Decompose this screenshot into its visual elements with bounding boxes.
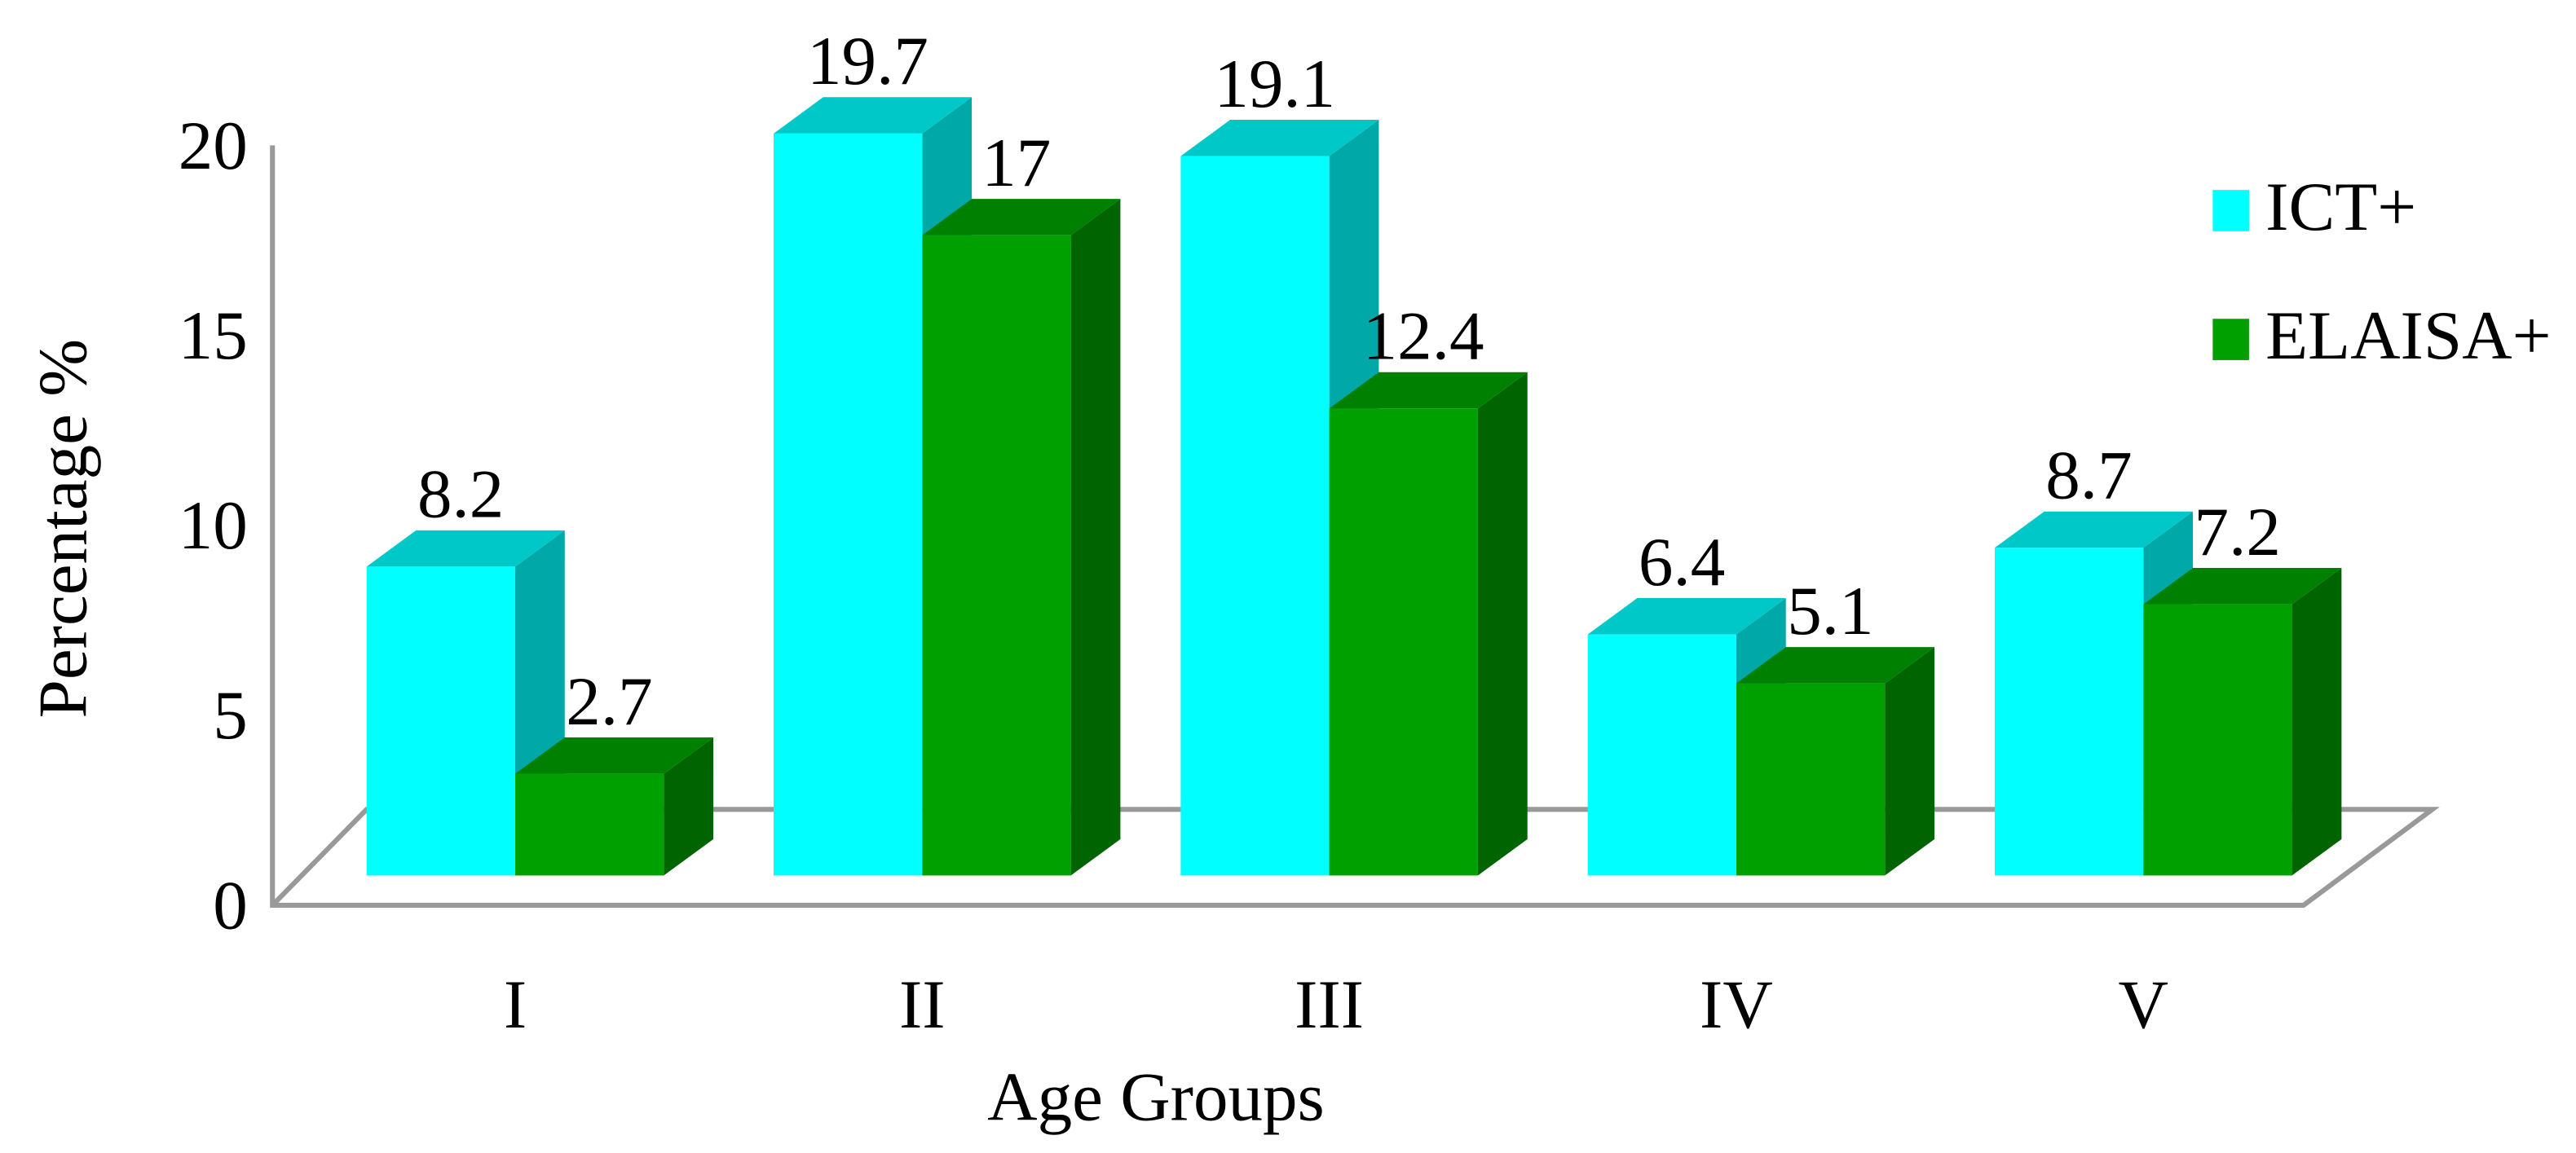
data-label: 6.4 — [1639, 524, 1725, 601]
bar-elaisa-pos-III — [1329, 372, 1528, 876]
bars: 8.2 2.7 19.7 17 19.1 12.4 6.4 5.1 8.7 7.2 — [366, 23, 2342, 876]
bar-elaisa-pos-I — [515, 737, 714, 876]
bar-top — [366, 530, 565, 567]
bar-front — [1587, 634, 1736, 876]
bar-front — [1329, 408, 1478, 876]
bar-top — [1329, 372, 1528, 409]
y-tick-label: 0 — [213, 867, 248, 944]
data-label: 5.1 — [1787, 573, 1873, 649]
y-axis-ticks: 0 5 10 15 20 — [179, 108, 248, 944]
x-tick-label: II — [899, 966, 946, 1043]
y-tick-label: 10 — [179, 487, 248, 564]
bar-elaisa-pos-IV — [1736, 647, 1935, 876]
data-label: 19.7 — [807, 23, 929, 99]
bar-side — [2291, 568, 2342, 876]
bar-front — [774, 133, 923, 876]
bar-top — [1587, 598, 1786, 635]
axis-frame — [270, 145, 2440, 908]
x-axis-ticks: I II III IV V — [504, 966, 2168, 1043]
y-axis-label: Percentage % — [24, 339, 101, 719]
bar-top — [922, 199, 1121, 235]
bar-front — [515, 773, 664, 876]
data-label: 7.2 — [2194, 494, 2281, 570]
bar-top — [2143, 568, 2342, 605]
chart-floor — [270, 145, 2440, 908]
bar-front — [366, 566, 515, 876]
x-tick-label: I — [504, 966, 527, 1043]
legend: ICT+ ELAISA+ — [2212, 169, 2552, 374]
bar-top — [774, 97, 973, 134]
legend-label: ICT+ — [2265, 169, 2416, 245]
bar-top — [1736, 647, 1935, 684]
bar-side — [1885, 647, 1935, 876]
bar-front — [1180, 156, 1330, 876]
legend-swatch — [2212, 190, 2249, 231]
data-label: 17 — [981, 125, 1051, 201]
bar-front — [2143, 604, 2292, 876]
y-tick-label: 5 — [213, 677, 248, 754]
bar-front — [1736, 683, 1886, 876]
bar-side — [664, 737, 714, 876]
data-label: 2.7 — [566, 663, 652, 740]
data-label: 19.1 — [1214, 46, 1335, 122]
bar-elaisa-pos-V — [2143, 568, 2342, 876]
bar-side — [1070, 199, 1121, 876]
bar-top — [1180, 120, 1379, 156]
y-tick-label: 20 — [179, 108, 248, 184]
bar-top — [1994, 511, 2194, 548]
x-tick-label: V — [2119, 966, 2168, 1043]
data-label: 8.2 — [417, 456, 504, 533]
bar-top — [515, 737, 714, 774]
legend-label: ELAISA+ — [2265, 297, 2551, 374]
bar-side — [1477, 372, 1528, 876]
bar-front — [1994, 548, 2144, 876]
data-label: 8.7 — [2045, 437, 2132, 513]
legend-swatch — [2212, 319, 2249, 360]
data-label: 12.4 — [1363, 297, 1484, 374]
x-tick-label: IV — [1700, 966, 1773, 1043]
y-tick-label: 15 — [179, 297, 248, 374]
bar-front — [922, 235, 1071, 876]
x-axis-label: Age Groups — [987, 1058, 1325, 1135]
bar-elaisa-pos-II — [922, 199, 1121, 876]
x-tick-label: III — [1295, 966, 1364, 1043]
